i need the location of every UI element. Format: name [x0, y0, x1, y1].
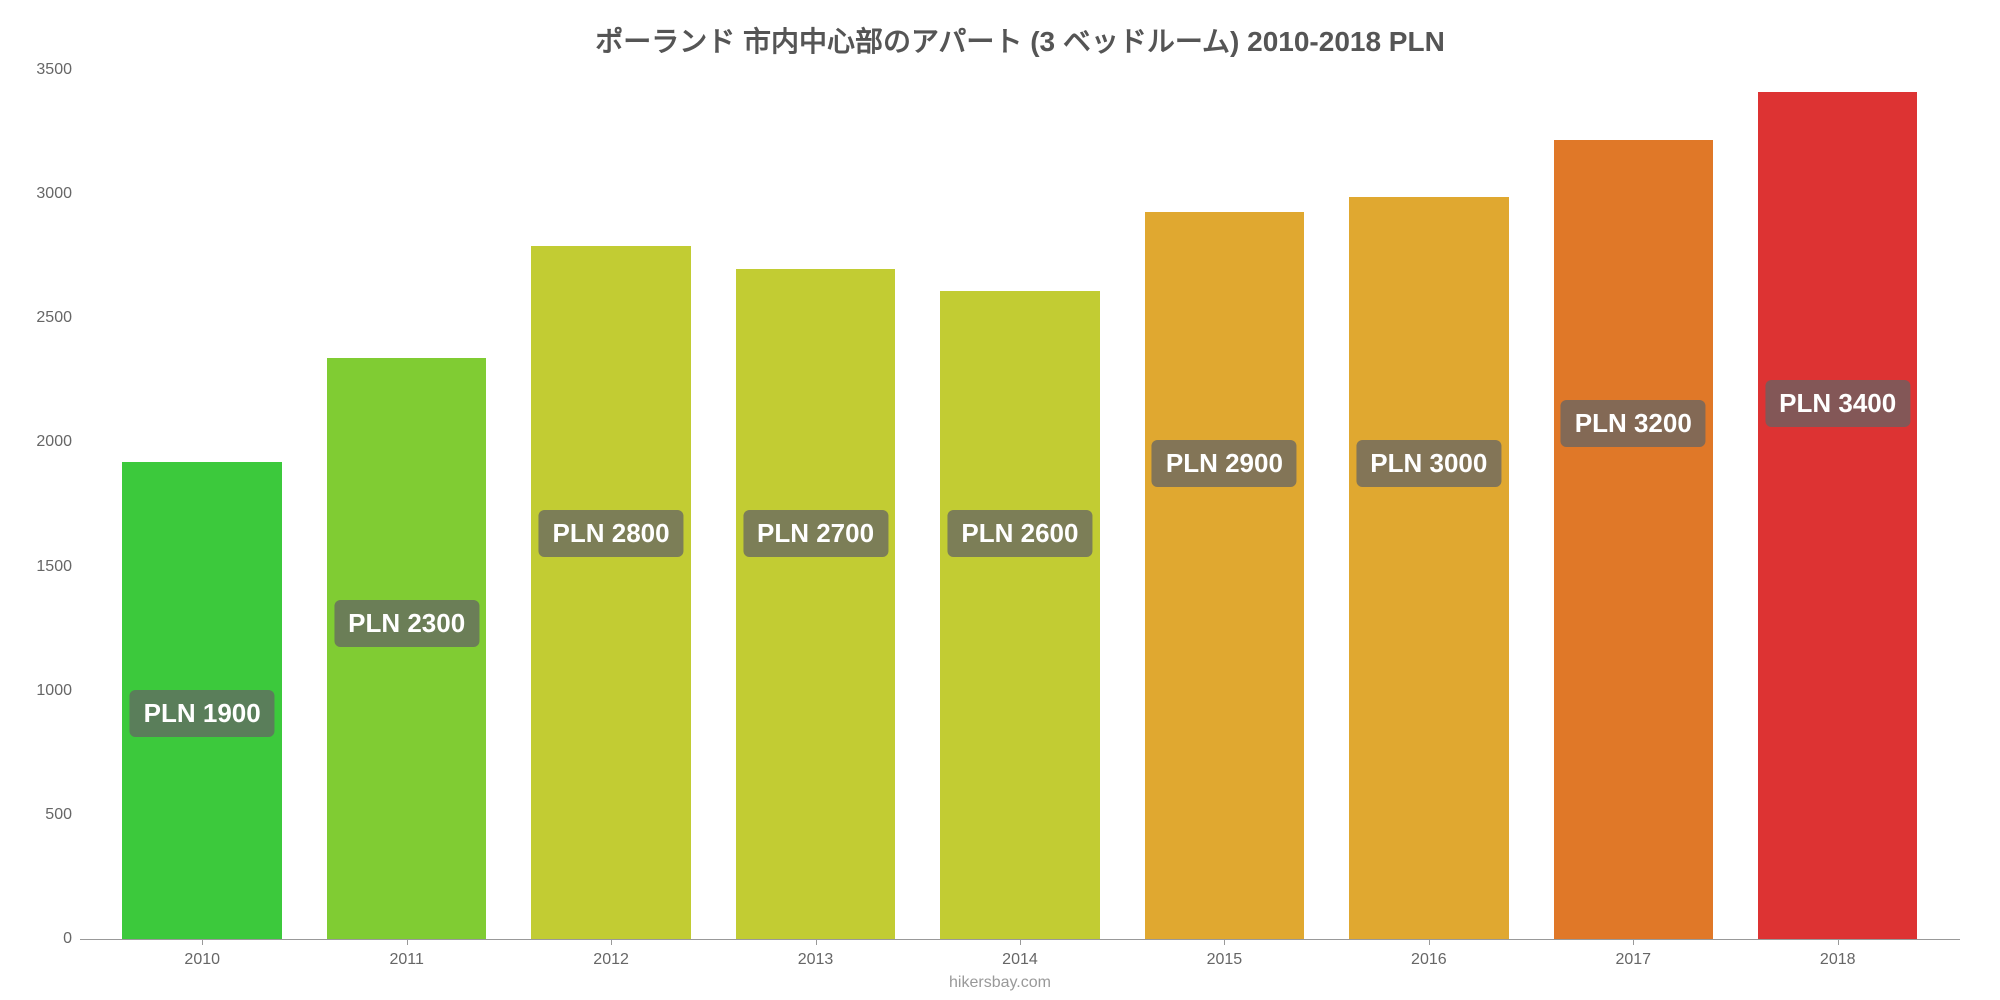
bar: PLN 2700 — [736, 269, 895, 939]
bar-value-label: PLN 1900 — [130, 690, 275, 737]
bar: PLN 3200 — [1554, 140, 1713, 939]
x-tick-label: 2014 — [1002, 951, 1038, 969]
x-tick-label: 2017 — [1615, 951, 1651, 969]
bar-value-label: PLN 3400 — [1765, 380, 1910, 427]
y-tick-label: 2500 — [36, 309, 72, 327]
bar-group: PLN 19002010 — [100, 70, 304, 939]
bar-group: PLN 34002018 — [1736, 70, 1940, 939]
x-tick-label: 2012 — [593, 951, 629, 969]
plot-area: 0500100015002000250030003500 PLN 1900201… — [80, 70, 1960, 940]
y-tick-label: 500 — [45, 806, 72, 824]
x-tick-mark — [1633, 939, 1634, 945]
bar-group: PLN 23002011 — [304, 70, 508, 939]
y-axis: 0500100015002000250030003500 — [30, 70, 80, 939]
bar-value-label: PLN 2700 — [743, 510, 888, 557]
bar: PLN 2800 — [531, 246, 690, 939]
x-tick-mark — [1224, 939, 1225, 945]
attribution: hikersbay.com — [949, 974, 1051, 992]
bar: PLN 3400 — [1758, 92, 1917, 939]
chart-title: ポーランド 市内中心部のアパート (3 ベッドルーム) 2010-2018 PL… — [80, 20, 1960, 60]
bar: PLN 2300 — [327, 358, 486, 939]
bar: PLN 3000 — [1349, 197, 1508, 939]
x-tick-mark — [816, 939, 817, 945]
bar-group: PLN 32002017 — [1531, 70, 1735, 939]
y-tick-label: 1500 — [36, 558, 72, 576]
bar-value-label: PLN 2900 — [1152, 440, 1297, 487]
bar-value-label: PLN 3000 — [1356, 440, 1501, 487]
bar-group: PLN 29002015 — [1122, 70, 1326, 939]
bar-group: PLN 30002016 — [1327, 70, 1531, 939]
bar-group: PLN 27002013 — [713, 70, 917, 939]
y-tick-label: 1000 — [36, 682, 72, 700]
y-tick-label: 0 — [63, 930, 72, 948]
x-tick-label: 2010 — [184, 951, 220, 969]
chart-container: ポーランド 市内中心部のアパート (3 ベッドルーム) 2010-2018 PL… — [0, 0, 2000, 1000]
bar-value-label: PLN 2600 — [947, 510, 1092, 557]
x-tick-mark — [611, 939, 612, 945]
x-tick-label: 2016 — [1411, 951, 1447, 969]
bar-value-label: PLN 2800 — [539, 510, 684, 557]
x-tick-label: 2015 — [1207, 951, 1243, 969]
bar-group: PLN 26002014 — [918, 70, 1122, 939]
x-tick-mark — [1020, 939, 1021, 945]
bar: PLN 2600 — [940, 291, 1099, 939]
y-tick-label: 3500 — [36, 61, 72, 79]
x-tick-label: 2011 — [389, 951, 423, 969]
bar-value-label: PLN 2300 — [334, 600, 479, 647]
y-tick-label: 3000 — [36, 185, 72, 203]
bar: PLN 2900 — [1145, 212, 1304, 939]
x-tick-mark — [1429, 939, 1430, 945]
bar-value-label: PLN 3200 — [1561, 400, 1706, 447]
x-tick-mark — [202, 939, 203, 945]
y-tick-label: 2000 — [36, 433, 72, 451]
x-tick-mark — [1838, 939, 1839, 945]
bar: PLN 1900 — [122, 462, 281, 939]
bars-area: PLN 19002010PLN 23002011PLN 28002012PLN … — [80, 70, 1960, 939]
x-tick-label: 2018 — [1820, 951, 1856, 969]
x-tick-mark — [407, 939, 408, 945]
bar-group: PLN 28002012 — [509, 70, 713, 939]
x-tick-label: 2013 — [798, 951, 834, 969]
